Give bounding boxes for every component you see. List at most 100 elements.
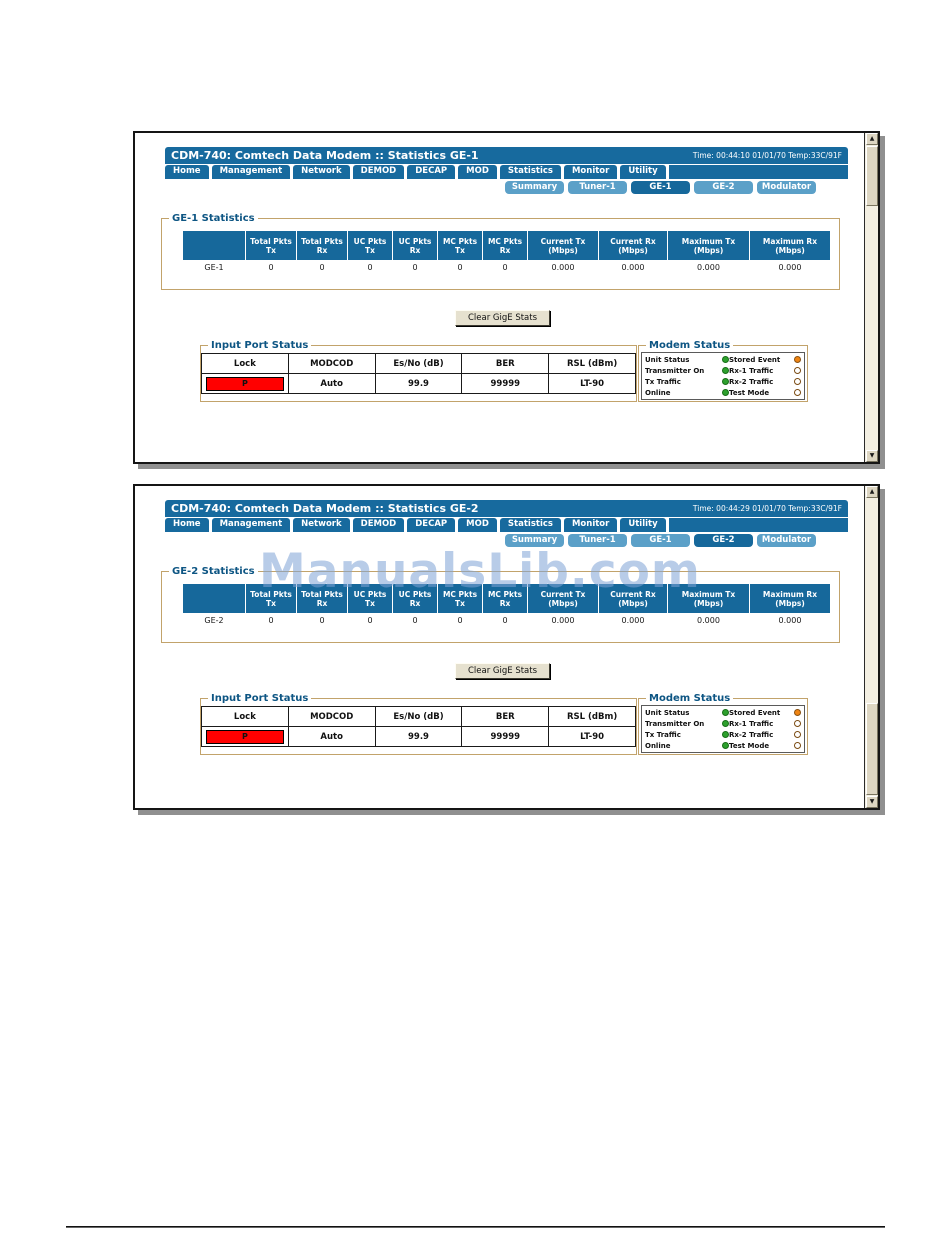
status-label-rx2-traffic: Rx-2 Traffic bbox=[729, 730, 774, 739]
input-col-modcod: MODCOD bbox=[287, 353, 376, 374]
led-rx2-traffic-icon bbox=[794, 731, 801, 738]
nav-filler-strip bbox=[668, 518, 848, 532]
subtab-tuner-1[interactable]: Tuner-1 bbox=[568, 534, 627, 547]
stats-col-maximum-rx: Maximum Rx (Mbps) bbox=[750, 584, 830, 613]
subtab-summary[interactable]: Summary bbox=[505, 181, 564, 194]
status-label-unit-status: Unit Status bbox=[645, 708, 690, 717]
scrollbar[interactable]: ▲ ▼ bbox=[864, 133, 878, 462]
nav-tab-home[interactable]: Home bbox=[165, 165, 209, 179]
modem-status-row: Online Test Mode bbox=[645, 387, 801, 398]
scroll-down-arrow-icon[interactable]: ▼ bbox=[866, 450, 878, 462]
clear-gige-stats-button[interactable]: Clear GigE Stats bbox=[455, 663, 550, 679]
stats-col-maximum-tx: Maximum Tx (Mbps) bbox=[668, 231, 749, 260]
input-port-status-fieldset: Input Port Status Lock MODCOD Es/No (dB)… bbox=[200, 340, 637, 402]
subtab-tuner-1[interactable]: Tuner-1 bbox=[568, 181, 627, 194]
led-tx-traffic-icon bbox=[722, 378, 729, 385]
input-col-esno: Es/No (dB) bbox=[374, 353, 463, 374]
led-unit-status-icon bbox=[722, 356, 729, 363]
modem-status-box: Unit Status Stored Event Transmitter On … bbox=[641, 705, 805, 753]
nav-tab-decap[interactable]: DECAP bbox=[407, 518, 456, 532]
scroll-thumb[interactable] bbox=[866, 703, 878, 795]
nav-tab-management[interactable]: Management bbox=[211, 518, 291, 532]
modem-status-row: Unit Status Stored Event bbox=[645, 707, 801, 718]
modem-status-row: Online Test Mode bbox=[645, 740, 801, 751]
status-label-transmitter-on: Transmitter On bbox=[645, 366, 705, 375]
nav-tab-network[interactable]: Network bbox=[293, 518, 350, 532]
stats-value: 0 bbox=[297, 261, 347, 274]
statistics-sub-tabs: Summary Tuner-1 GE-1 GE-2 Modulator bbox=[165, 534, 848, 547]
led-stored-event-icon bbox=[794, 356, 801, 363]
input-port-header-row: Lock MODCOD Es/No (dB) BER RSL (dBm) bbox=[201, 706, 636, 727]
nav-tab-utility[interactable]: Utility bbox=[620, 165, 666, 179]
nav-tab-management[interactable]: Management bbox=[211, 165, 291, 179]
scroll-up-arrow-icon[interactable]: ▲ bbox=[866, 486, 878, 498]
stats-col-uc-pkts-tx: UC Pkts Tx bbox=[348, 584, 392, 613]
status-label-online: Online bbox=[645, 741, 671, 750]
stats-value: 0 bbox=[348, 614, 392, 627]
subtab-modulator[interactable]: Modulator bbox=[757, 181, 816, 194]
modem-status-legend: Modem Status bbox=[649, 693, 731, 704]
led-transmitter-on-icon bbox=[722, 720, 729, 727]
esno-value: 99.9 bbox=[374, 373, 463, 394]
scroll-up-arrow-icon[interactable]: ▲ bbox=[866, 133, 878, 145]
rsl-value: LT-90 bbox=[548, 726, 636, 747]
stats-value: 0.000 bbox=[599, 261, 667, 274]
nav-tab-statistics[interactable]: Statistics bbox=[499, 165, 561, 179]
modem-status-row: Transmitter On Rx-1 Traffic bbox=[645, 365, 801, 376]
nav-tab-home[interactable]: Home bbox=[165, 518, 209, 532]
status-label-online: Online bbox=[645, 388, 671, 397]
subtab-ge-1[interactable]: GE-1 bbox=[631, 534, 690, 547]
nav-tab-statistics[interactable]: Statistics bbox=[499, 518, 561, 532]
led-test-mode-icon bbox=[794, 742, 801, 749]
modem-status-box: Unit Status Stored Event Transmitter On … bbox=[641, 352, 805, 400]
modem-web-page-ge1: CDM-740: Comtech Data Modem :: Statistic… bbox=[133, 131, 880, 464]
nav-tab-decap[interactable]: DECAP bbox=[407, 165, 456, 179]
stats-data-row: GE-2 0 0 0 0 0 0 0.000 0.000 0.000 0.000 bbox=[183, 614, 830, 627]
status-label-rx2-traffic: Rx-2 Traffic bbox=[729, 377, 774, 386]
status-label-tx-traffic: Tx Traffic bbox=[645, 377, 681, 386]
clear-gige-stats-button[interactable]: Clear GigE Stats bbox=[455, 310, 550, 326]
subtab-summary[interactable]: Summary bbox=[505, 534, 564, 547]
subtab-modulator[interactable]: Modulator bbox=[757, 534, 816, 547]
ge-statistics-legend: GE-1 Statistics bbox=[172, 213, 255, 224]
stats-header-row: Total Pkts Tx Total Pkts Rx UC Pkts Tx U… bbox=[183, 231, 830, 260]
stats-col-blank bbox=[183, 231, 245, 260]
subtab-ge-1[interactable]: GE-1 bbox=[631, 181, 690, 194]
stats-col-uc-pkts-rx: UC Pkts Rx bbox=[393, 231, 437, 260]
status-label-test-mode: Test Mode bbox=[729, 741, 770, 750]
input-port-status-table: Lock MODCOD Es/No (dB) BER RSL (dBm) P A… bbox=[201, 353, 636, 394]
stats-value: 0 bbox=[438, 261, 482, 274]
statistics-sub-tabs: Summary Tuner-1 GE-1 GE-2 Modulator bbox=[165, 181, 848, 194]
nav-tab-demod[interactable]: DEMOD bbox=[352, 518, 405, 532]
stats-value: 0 bbox=[246, 261, 296, 274]
subtab-ge-2[interactable]: GE-2 bbox=[694, 534, 753, 547]
input-port-status-table: Lock MODCOD Es/No (dB) BER RSL (dBm) P A… bbox=[201, 706, 636, 747]
led-stored-event-icon bbox=[794, 709, 801, 716]
nav-tab-network[interactable]: Network bbox=[293, 165, 350, 179]
led-rx1-traffic-icon bbox=[794, 720, 801, 727]
stats-value: 0 bbox=[348, 261, 392, 274]
led-unit-status-icon bbox=[722, 709, 729, 716]
scrollbar[interactable]: ▲ ▼ bbox=[864, 486, 878, 808]
lock-indicator: P bbox=[206, 376, 284, 391]
subtab-ge-2[interactable]: GE-2 bbox=[694, 181, 753, 194]
input-col-lock: Lock bbox=[201, 353, 289, 374]
title-bar: CDM-740: Comtech Data Modem :: Statistic… bbox=[165, 500, 848, 517]
stats-col-current-rx: Current Rx (Mbps) bbox=[599, 584, 667, 613]
stats-value: 0.000 bbox=[750, 614, 830, 627]
ber-value: 99999 bbox=[461, 373, 550, 394]
nav-tab-demod[interactable]: DEMOD bbox=[352, 165, 405, 179]
stats-value: 0.000 bbox=[750, 261, 830, 274]
nav-tab-monitor[interactable]: Monitor bbox=[563, 518, 618, 532]
scroll-down-arrow-icon[interactable]: ▼ bbox=[866, 796, 878, 808]
nav-tab-utility[interactable]: Utility bbox=[620, 518, 666, 532]
nav-tab-monitor[interactable]: Monitor bbox=[563, 165, 618, 179]
time-temp-status: Time: 00:44:29 01/01/70 Temp:33C/91F bbox=[692, 504, 842, 513]
stats-col-current-rx: Current Rx (Mbps) bbox=[599, 231, 667, 260]
stats-col-maximum-tx: Maximum Tx (Mbps) bbox=[668, 584, 749, 613]
scroll-thumb[interactable] bbox=[866, 146, 878, 206]
input-col-modcod: MODCOD bbox=[287, 706, 376, 727]
nav-tab-mod[interactable]: MOD bbox=[458, 518, 497, 532]
led-rx1-traffic-icon bbox=[794, 367, 801, 374]
nav-tab-mod[interactable]: MOD bbox=[458, 165, 497, 179]
